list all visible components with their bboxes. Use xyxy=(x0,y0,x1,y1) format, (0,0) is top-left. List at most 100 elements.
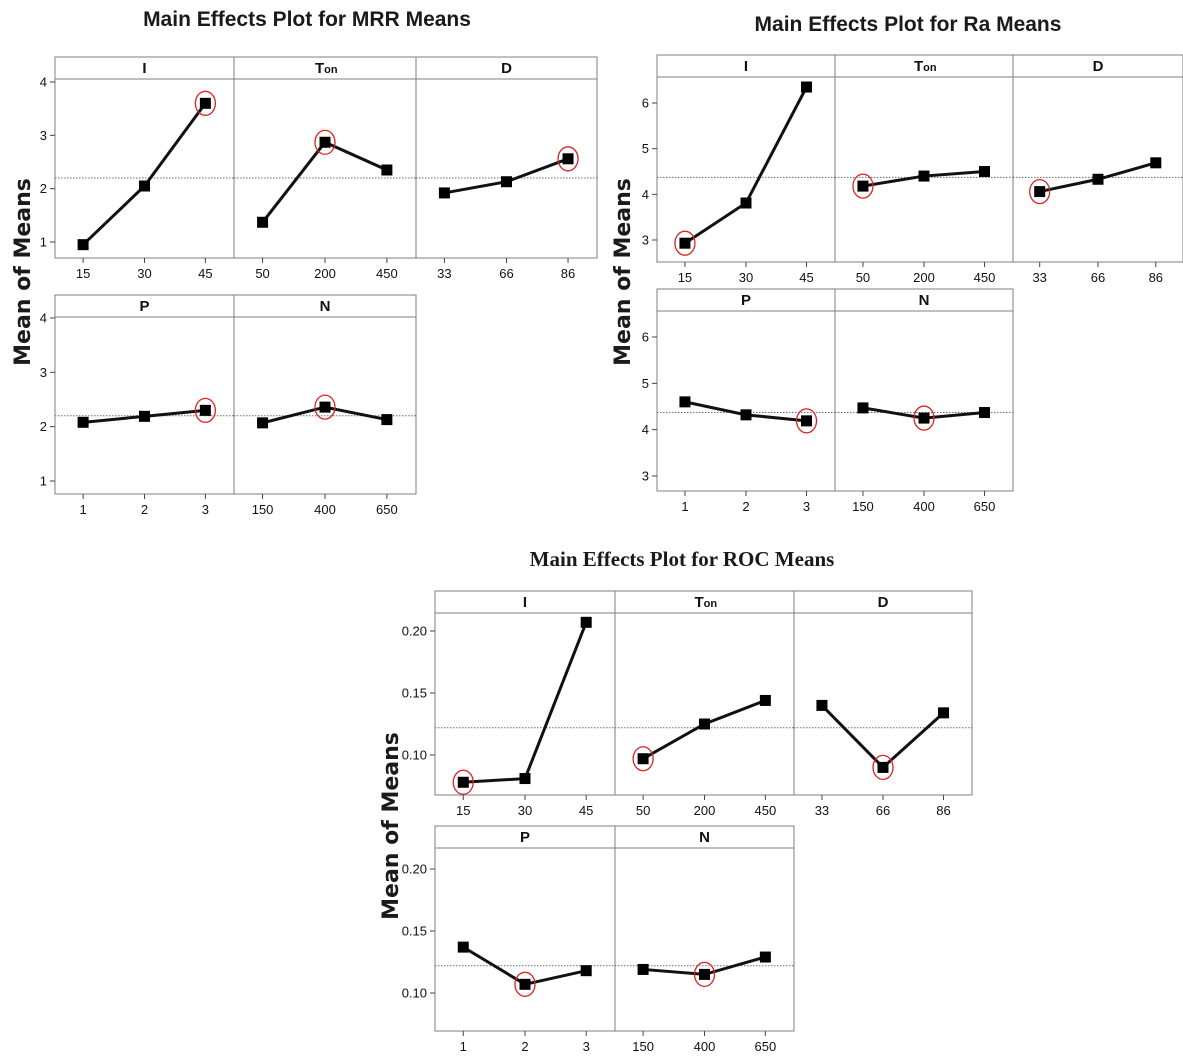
y-axis-label: Mean of Means xyxy=(11,178,36,366)
data-point xyxy=(457,941,469,953)
optimal-level-ring xyxy=(852,173,874,199)
optimal-level-ring xyxy=(872,754,894,781)
x-tick-label: 15 xyxy=(76,266,90,281)
panel-ton: Ton 50 200 450 xyxy=(614,590,795,818)
optimal-level-ring xyxy=(514,971,536,997)
data-point xyxy=(740,197,752,209)
optimal-level-ring xyxy=(693,961,716,988)
panel-i: I 0.10 0.15 0.20 15 30 45 xyxy=(402,590,616,818)
y-tick-label: 3 xyxy=(642,233,649,248)
panel-d: D 33 66 86 xyxy=(1012,54,1183,285)
x-tick-label: 650 xyxy=(755,1039,777,1054)
y-tick-label: 0.10 xyxy=(402,748,427,763)
x-tick-label: 450 xyxy=(974,270,996,285)
y-tick-label: 6 xyxy=(642,96,649,111)
x-tick-label: 400 xyxy=(694,1039,716,1054)
chart-2: Main Effects Plot for ROC Means Mean of M… xyxy=(379,547,973,1054)
data-point xyxy=(438,187,450,199)
data-point xyxy=(257,216,269,228)
x-tick-label: 1 xyxy=(460,1039,467,1054)
data-point xyxy=(139,180,150,192)
strip-label: N xyxy=(919,292,930,309)
panel-frame xyxy=(656,76,836,263)
data-point xyxy=(877,761,889,773)
x-tick-label: 3 xyxy=(202,502,209,517)
chart-1: Main Effects Plot for Ra Means Mean of Me… xyxy=(611,13,1183,514)
x-tick-label: 33 xyxy=(1032,270,1046,285)
panel-frame xyxy=(1012,76,1183,263)
y-tick-label: 0.10 xyxy=(402,986,427,1001)
strip-label: Ton xyxy=(695,594,718,611)
panel-p: P 0.10 0.15 0.20 1 2 3 xyxy=(402,825,616,1054)
x-tick-label: 1 xyxy=(79,502,86,517)
data-point xyxy=(759,694,771,706)
y-tick-label: 3 xyxy=(40,128,47,143)
y-tick-label: 4 xyxy=(40,311,47,326)
panel-frame xyxy=(834,310,1014,492)
data-point xyxy=(816,699,828,711)
panel-frame xyxy=(415,78,598,259)
data-point xyxy=(979,407,991,419)
x-tick-label: 450 xyxy=(755,803,777,818)
data-point xyxy=(580,616,592,628)
x-tick-label: 45 xyxy=(799,270,813,285)
x-tick-label: 2 xyxy=(141,502,148,517)
strip-label: Ton xyxy=(315,60,338,77)
panel-n: N 150 400 650 xyxy=(834,288,1014,514)
optimal-level-ring xyxy=(452,769,474,795)
data-point xyxy=(77,239,89,251)
data-point xyxy=(979,166,991,177)
x-tick-label: 150 xyxy=(252,502,274,517)
x-tick-label: 200 xyxy=(913,270,935,285)
optimal-level-ring xyxy=(632,746,654,772)
x-tick-label: 650 xyxy=(376,502,398,517)
data-point xyxy=(740,409,752,421)
optimal-level-ring xyxy=(913,405,935,431)
panel-d: D 33 66 86 xyxy=(793,590,973,818)
y-tick-label: 0.20 xyxy=(402,624,427,639)
y-tick-label: 2 xyxy=(40,181,47,196)
data-point xyxy=(501,176,512,188)
data-point xyxy=(519,978,531,990)
x-tick-label: 400 xyxy=(913,499,935,514)
y-tick-label: 5 xyxy=(642,376,649,391)
data-point xyxy=(77,416,89,428)
y-tick-label: 0.15 xyxy=(402,686,427,701)
x-tick-label: 150 xyxy=(852,499,874,514)
y-tick-label: 4 xyxy=(642,422,649,437)
x-tick-label: 30 xyxy=(137,266,151,281)
data-point xyxy=(699,718,710,730)
x-tick-label: 33 xyxy=(437,266,451,281)
data-point xyxy=(199,404,211,416)
strip-label: Ton xyxy=(914,58,937,75)
strip-label-subscript: on xyxy=(704,598,718,610)
optimal-level-ring xyxy=(314,129,336,155)
panel-frame xyxy=(434,847,616,1032)
strip-label-subscript: on xyxy=(324,64,338,76)
x-tick-label: 1 xyxy=(681,499,688,514)
data-point xyxy=(679,237,691,249)
x-tick-label: 50 xyxy=(255,266,269,281)
y-tick-label: 3 xyxy=(642,469,649,484)
series-line xyxy=(82,102,207,246)
x-tick-label: 200 xyxy=(694,803,716,818)
panel-frame xyxy=(614,847,795,1032)
strip-label: N xyxy=(699,829,710,846)
data-point xyxy=(759,951,771,963)
data-point xyxy=(580,965,592,977)
data-point xyxy=(637,963,649,975)
data-point xyxy=(257,417,269,429)
y-tick-label: 3 xyxy=(40,365,47,380)
optimal-level-ring xyxy=(314,394,336,420)
panel-n: N 150 400 650 xyxy=(233,294,417,517)
optimal-level-ring xyxy=(557,146,579,172)
y-tick-label: 2 xyxy=(40,419,47,434)
x-tick-label: 15 xyxy=(456,803,470,818)
strip-label: D xyxy=(1093,58,1104,75)
strip-label: D xyxy=(501,60,512,77)
chart-title: Main Effects Plot for Ra Means xyxy=(755,13,1062,36)
data-point xyxy=(918,170,930,182)
series-line xyxy=(684,86,808,245)
strip-label: D xyxy=(878,594,889,611)
